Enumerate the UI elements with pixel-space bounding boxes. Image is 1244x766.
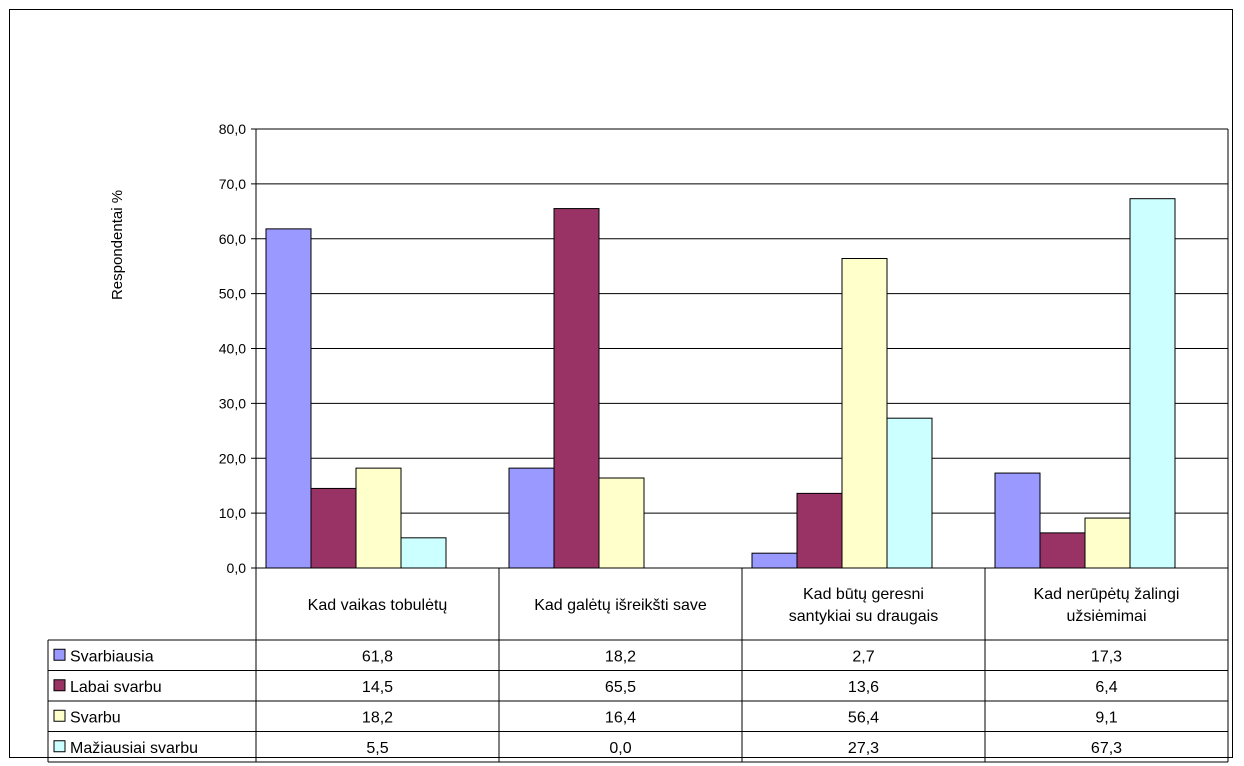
data-label: 0,0 xyxy=(609,740,631,757)
y-tick-label: 10,0 xyxy=(219,505,246,521)
data-table: Kad vaikas tobulėtų Kad galėtų išreikšti … xyxy=(47,567,1229,763)
data-label: 17,3 xyxy=(1091,648,1122,665)
chart-frame xyxy=(9,9,1233,758)
data-label: 67,3 xyxy=(1091,740,1122,757)
bar-svarbiausia xyxy=(751,552,798,569)
y-tick-label: 50,0 xyxy=(219,286,246,302)
bar-labai-svarbu xyxy=(553,208,600,569)
data-label: 13,6 xyxy=(848,679,879,696)
legend-label: Svarbiausia xyxy=(70,648,154,665)
bar-svarbu xyxy=(355,467,402,569)
bar-svarbu xyxy=(598,477,645,569)
category-label: Kad galėtų išreikšti save xyxy=(534,597,707,614)
data-label: 27,3 xyxy=(848,740,879,757)
bar-svarbiausia xyxy=(508,467,555,569)
gridlines xyxy=(256,128,1229,569)
category-label: Kad būtų geresni xyxy=(803,586,924,603)
y-tick-label: 30,0 xyxy=(219,395,246,411)
y-tick-label: 60,0 xyxy=(219,231,246,247)
legend-key-ma-iausiai-svarbu xyxy=(53,740,66,753)
y-tick-label: 80,0 xyxy=(219,121,246,137)
legend-key-svarbiausia xyxy=(53,648,66,661)
bar-labai-svarbu xyxy=(310,487,357,569)
bar-svarbiausia xyxy=(265,228,312,569)
data-label: 6,4 xyxy=(1095,679,1117,696)
bar-ma-iausiai-svarbu xyxy=(1129,198,1176,569)
category-label: užsiėmimai xyxy=(1066,608,1146,625)
data-label: 14,5 xyxy=(362,679,393,696)
bar-ma-iausiai-svarbu xyxy=(400,537,447,569)
y-tick-label: 70,0 xyxy=(219,176,246,192)
data-label: 18,2 xyxy=(362,709,393,726)
data-label: 61,8 xyxy=(362,648,393,665)
category-label: Kad nerūpėtų žalingi xyxy=(1034,586,1180,603)
y-axis-label: Respondentai % xyxy=(109,190,126,300)
data-label: 9,1 xyxy=(1095,709,1117,726)
data-label: 56,4 xyxy=(848,709,879,726)
bar-ma-iausiai-svarbu xyxy=(886,417,933,569)
bar-labai-svarbu xyxy=(796,492,843,569)
category-label: santykiai su draugais xyxy=(789,608,938,625)
y-tick-label: 20,0 xyxy=(219,450,246,466)
data-label: 2,7 xyxy=(852,648,874,665)
legend-key-labai-svarbu xyxy=(53,679,66,692)
legend-label: Labai svarbu xyxy=(70,679,162,696)
y-tick-label: 0,0 xyxy=(227,560,247,576)
legend-label: Svarbu xyxy=(70,709,121,726)
bar-svarbu xyxy=(1084,517,1131,569)
legend-label: Mažiausiai svarbu xyxy=(70,740,198,757)
bar-svarbiausia xyxy=(994,472,1041,569)
bars xyxy=(265,198,1176,569)
y-tick-label: 40,0 xyxy=(219,341,246,357)
bar-svarbu xyxy=(841,258,888,569)
legend-key-svarbu xyxy=(53,709,66,722)
data-label: 5,5 xyxy=(366,740,388,757)
bar-labai-svarbu xyxy=(1039,532,1086,569)
category-label: Kad vaikas tobulėtų xyxy=(308,597,448,614)
data-label: 18,2 xyxy=(605,648,636,665)
data-label: 65,5 xyxy=(605,679,636,696)
data-label: 16,4 xyxy=(605,709,636,726)
y-axis: 0,0 10,0 20,0 30,0 40,0 50,0 60,0 70,0 80,0 xyxy=(219,121,257,576)
